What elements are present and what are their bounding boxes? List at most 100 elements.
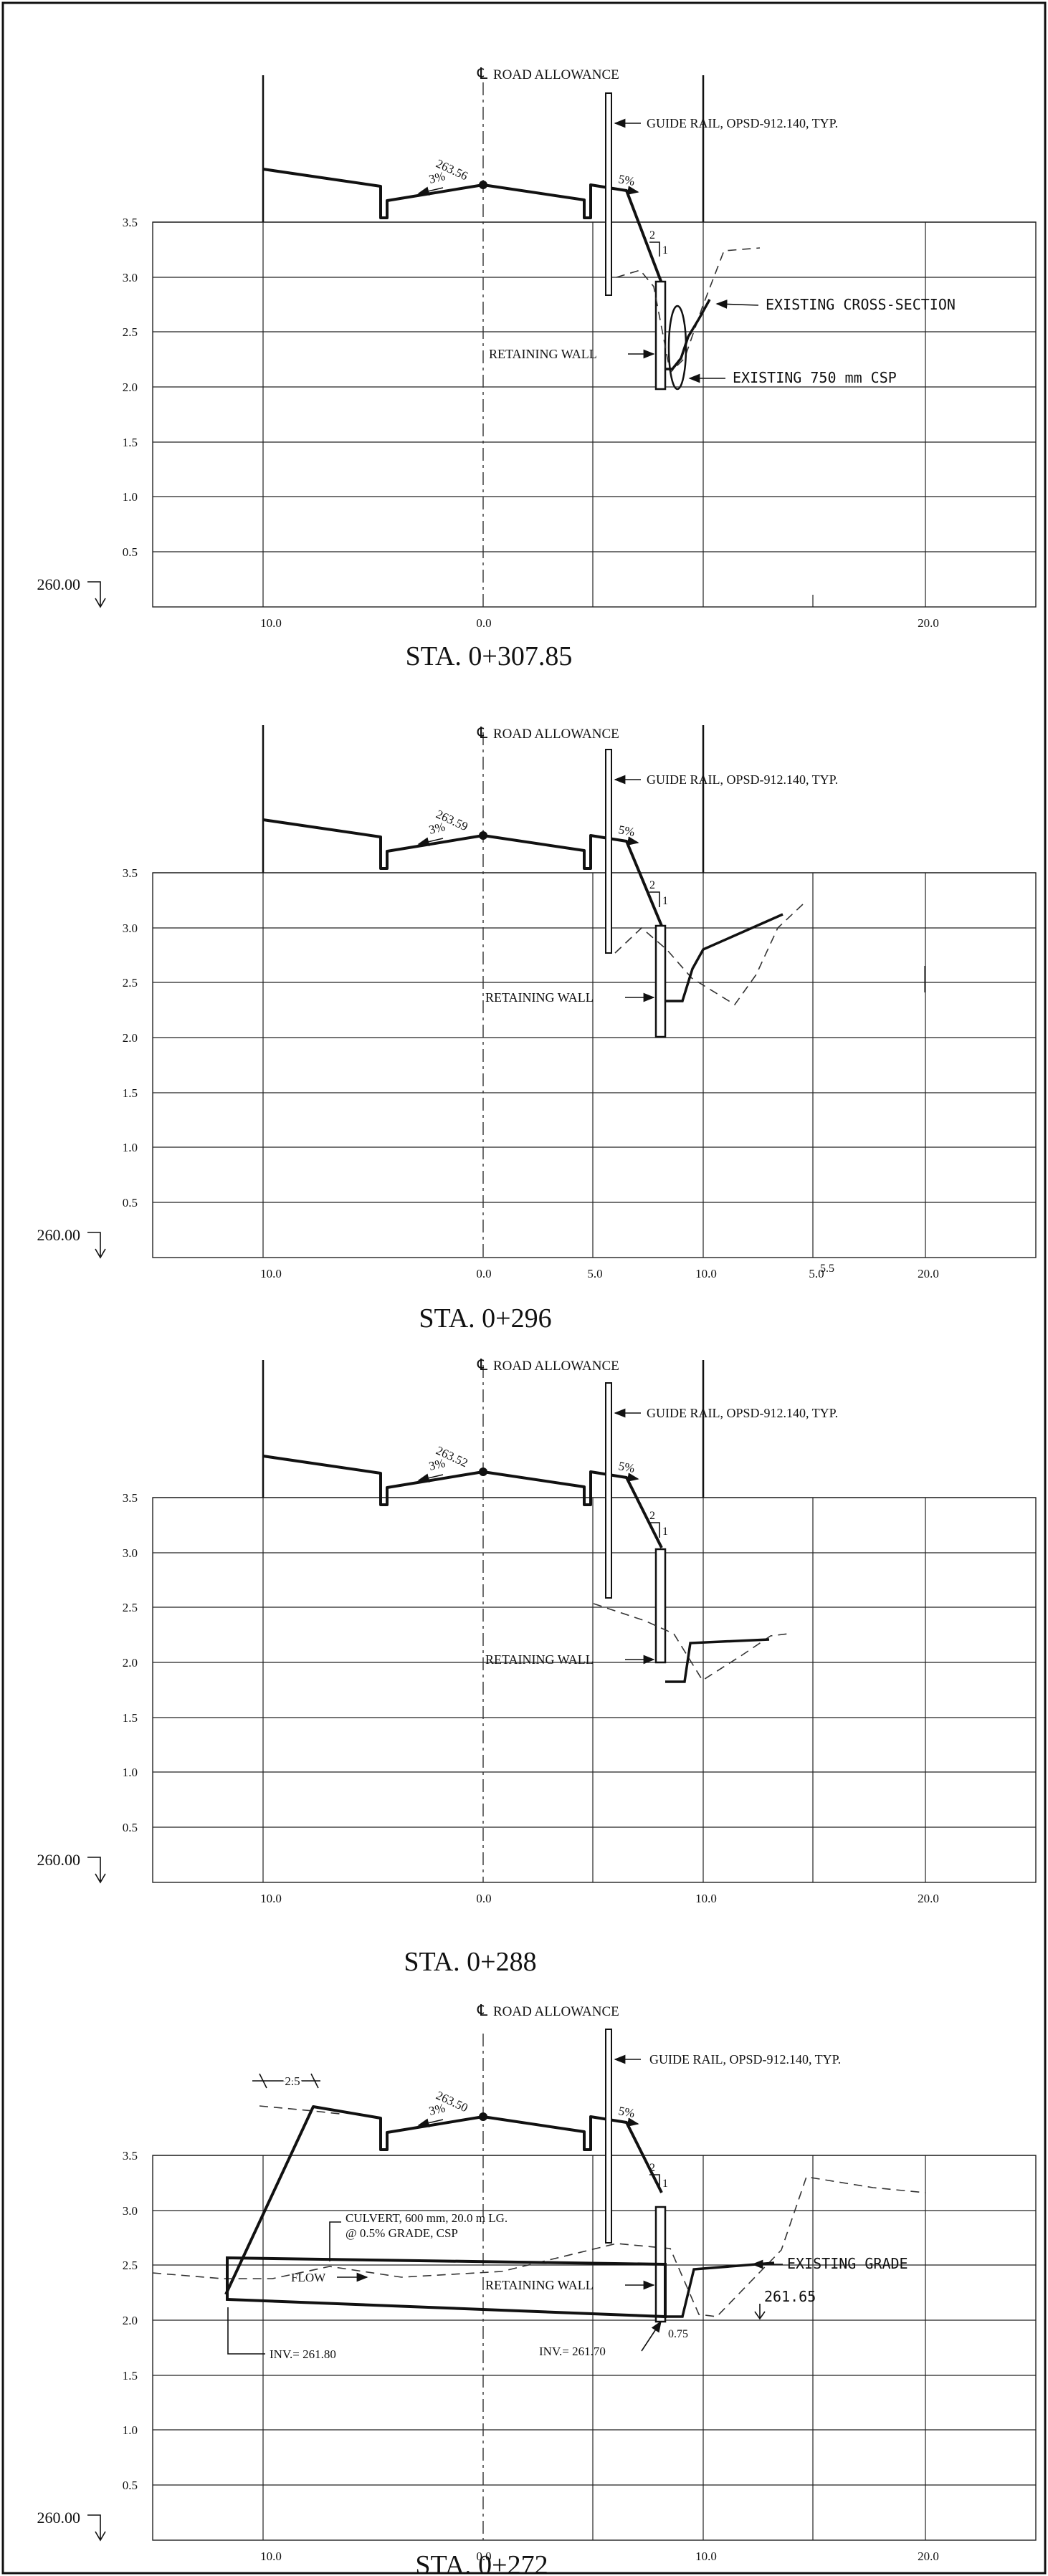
x-tick: 20.0 bbox=[918, 1892, 939, 1905]
guide-rail-label: GUIDE RAIL, OPSD-912.140, TYP. bbox=[647, 116, 838, 130]
retaining-wall-label: RETAINING WALL bbox=[485, 990, 594, 1005]
grid bbox=[153, 2155, 1036, 2540]
section-sta-0-296: 3.5 3.0 2.5 2.0 1.5 1.0 0.5 260.00 10.0 … bbox=[37, 724, 1037, 1334]
y-tick: 3.5 bbox=[123, 1491, 138, 1505]
y-tick: 3.5 bbox=[123, 866, 138, 880]
existing-ground-line bbox=[614, 904, 804, 1006]
y-tick: 0.5 bbox=[123, 545, 138, 559]
datum-marker bbox=[87, 1232, 106, 1259]
slope-right-arrow bbox=[611, 1473, 639, 1482]
crown-point bbox=[479, 1467, 487, 1476]
elevation-callout: 261.65 bbox=[764, 2288, 816, 2305]
ratio-side: 1 bbox=[662, 244, 668, 257]
slope-left-arrow bbox=[417, 2118, 444, 2127]
slope-left-label: 3% bbox=[427, 169, 447, 186]
grid bbox=[153, 1497, 1036, 1882]
guide-rail-post bbox=[605, 1382, 612, 1599]
x-tick: 10.0 bbox=[695, 1267, 717, 1280]
section-sta-0-307-85: 3.5 3.0 2.5 2.0 1.5 1.0 0.5 260.00 10.0 … bbox=[37, 64, 1037, 671]
inv-left-label: INV.= 261.80 bbox=[270, 2347, 336, 2361]
guide-rail-label: GUIDE RAIL, OPSD-912.140, TYP. bbox=[647, 1406, 838, 1420]
ratio-side: 1 bbox=[662, 1526, 668, 1538]
ratio-triangle bbox=[649, 241, 660, 257]
guide-rail-post bbox=[605, 92, 612, 296]
existing-ground-top bbox=[259, 2105, 340, 2115]
road-surface bbox=[262, 168, 663, 284]
y-tick: 3.0 bbox=[123, 271, 138, 284]
slope-left-arrow bbox=[417, 186, 444, 196]
slope-right-arrow bbox=[611, 836, 639, 846]
retaining-wall-label: RETAINING WALL bbox=[485, 2278, 594, 2292]
y-tick: 1.0 bbox=[123, 1766, 138, 1779]
grid-frame bbox=[152, 221, 1037, 608]
existing-grade-label: EXISTING GRADE bbox=[787, 2255, 908, 2272]
guide-rail-post bbox=[605, 2029, 612, 2244]
slope-right-label: 5% bbox=[617, 1459, 636, 1475]
y-tick: 2.0 bbox=[123, 1656, 138, 1670]
datum-marker bbox=[87, 581, 106, 608]
y-tick: 3.0 bbox=[123, 2204, 138, 2218]
x-tick: 0.0 bbox=[476, 2549, 491, 2563]
x-tick: 10.0 bbox=[695, 2549, 717, 2563]
x-tick: 0.0 bbox=[476, 1267, 491, 1280]
road-allowance-label: ROAD ALLOWANCE bbox=[493, 2004, 619, 2019]
ratio-side: 1 bbox=[662, 895, 668, 907]
ratio-triangle bbox=[649, 2174, 660, 2190]
ratio-top: 2 bbox=[649, 229, 655, 241]
inv-right-leader bbox=[641, 2320, 662, 2352]
ditch-profile bbox=[665, 2261, 775, 2318]
y-tick: 2.5 bbox=[123, 2259, 138, 2272]
cl-symbol: ℄ bbox=[477, 724, 488, 742]
cl-symbol: ℄ bbox=[477, 64, 488, 82]
ratio-top: 2 bbox=[649, 879, 655, 891]
guide-rail-label: GUIDE RAIL, OPSD-912.140, TYP. bbox=[649, 2052, 841, 2067]
x-tick: 0.0 bbox=[476, 616, 491, 630]
datum-marker bbox=[87, 1857, 106, 1884]
cl-symbol: ℄ bbox=[477, 1356, 488, 1374]
slope-left-arrow bbox=[417, 1473, 444, 1483]
x-tick: 10.0 bbox=[260, 2549, 282, 2563]
retaining-wall-label: RETAINING WALL bbox=[485, 1652, 594, 1667]
road-allowance-label: ROAD ALLOWANCE bbox=[493, 727, 619, 742]
cl-symbol: ℄ bbox=[477, 2001, 488, 2019]
dimension-label: 2.5 bbox=[285, 2074, 300, 2088]
y-tick: 2.5 bbox=[123, 325, 138, 339]
slope-left-arrow bbox=[417, 837, 444, 846]
slope-right-arrow bbox=[611, 186, 639, 195]
ratio-triangle bbox=[649, 891, 660, 907]
elevation-callout-marker bbox=[754, 2304, 766, 2320]
road-surface bbox=[262, 1455, 663, 1548]
x-tick: 5.0 bbox=[587, 1267, 602, 1280]
grid-frame bbox=[152, 872, 1037, 1258]
slope-left-label: 3% bbox=[427, 1456, 447, 1473]
grid bbox=[153, 872, 1036, 1258]
existing-grade-line bbox=[152, 2176, 926, 2317]
existing-csp-culvert bbox=[667, 305, 687, 391]
inv-right-label: INV.= 261.70 bbox=[539, 2345, 606, 2358]
y-tick: 3.5 bbox=[123, 2149, 138, 2163]
station-title: STA. 0+272 bbox=[415, 2550, 548, 2576]
grid-frame bbox=[152, 2155, 1037, 2541]
culvert-label-line2: @ 0.5% GRADE, CSP bbox=[346, 2226, 458, 2240]
crown-point bbox=[479, 2112, 487, 2121]
ratio-triangle bbox=[649, 1522, 660, 1538]
y-tick: 2.0 bbox=[123, 380, 138, 394]
grid bbox=[153, 221, 1036, 607]
culvert-pipe bbox=[226, 2256, 667, 2319]
crown-point bbox=[479, 181, 487, 189]
retaining-wall bbox=[654, 280, 667, 391]
x-tick: 10.0 bbox=[695, 1892, 717, 1905]
slope-left-label: 3% bbox=[427, 2101, 447, 2118]
y-tick: 1.5 bbox=[123, 1711, 138, 1725]
x-tick: 10.0 bbox=[260, 616, 282, 630]
road-allowance-label: ROAD ALLOWANCE bbox=[493, 1359, 619, 1374]
existing-cross-section-leader bbox=[715, 300, 759, 309]
slope-left-label: 3% bbox=[427, 820, 447, 837]
x-tick: 20.0 bbox=[918, 616, 939, 630]
y-tick: 2.0 bbox=[123, 2314, 138, 2327]
x-tick: 5.5 bbox=[820, 1263, 834, 1275]
culvert-label-line1: CULVERT, 600 mm, 20.0 m LG. bbox=[346, 2211, 508, 2225]
existing-ground-line bbox=[616, 247, 761, 374]
